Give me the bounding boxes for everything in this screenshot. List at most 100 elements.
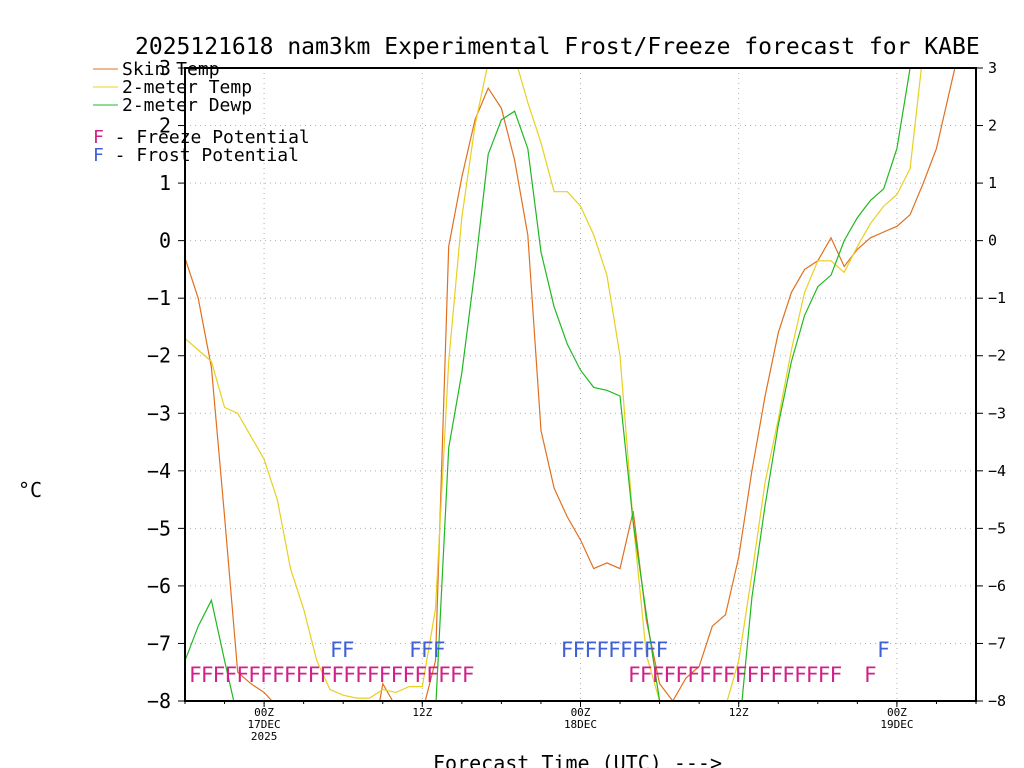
grid — [185, 67, 976, 702]
y-tick-label: 0 — [159, 229, 171, 253]
freeze-flag: F — [403, 663, 416, 687]
freeze-flag: F — [640, 663, 653, 687]
freeze-flag: F — [794, 663, 807, 687]
axis-layer: 3 3 2 2 1 1 0 0 −1 −1 −2 −2 −3 −3 −4 −4 −5 −5 −6 −6 −7 −7 −8 −8… — [147, 56, 1006, 743]
y-tick-label: 1 — [159, 171, 171, 195]
y-tick-label-right: −8 — [988, 692, 1006, 710]
frost-flag: F — [561, 638, 574, 662]
y-tick-label: 3 — [159, 56, 171, 80]
y-tick-label-right: −7 — [988, 634, 1006, 652]
freeze-flag: F — [699, 663, 712, 687]
freeze-flag: F — [711, 663, 724, 687]
legend-frost-potential: F - Frost Potential — [93, 145, 299, 166]
frost-flag: F — [632, 638, 645, 662]
plot-frame — [184, 67, 977, 702]
freeze-flag: F — [236, 663, 249, 687]
frost-flag: F — [584, 638, 597, 662]
y-tick-label: −7 — [147, 631, 171, 655]
freeze-flag: F — [272, 663, 285, 687]
freeze-flag: F — [723, 663, 736, 687]
y-tick-label: −5 — [147, 516, 171, 540]
freeze-flag: F — [296, 663, 309, 687]
x-tick-label: 18DEC — [564, 718, 597, 731]
freeze-flag: F — [260, 663, 273, 687]
freeze-flag: F — [355, 663, 368, 687]
y-tick-label-right: 3 — [988, 59, 997, 77]
x-tick-label: 17DEC — [248, 718, 281, 731]
freeze-flag: F — [391, 663, 404, 687]
freeze-flag: F — [864, 663, 877, 687]
y-axis-label: °C — [18, 478, 42, 502]
frost-flag: F — [433, 638, 446, 662]
series-line-skin-temp — [185, 68, 956, 701]
frost-flag: F — [421, 638, 434, 662]
freeze-flag: F — [735, 663, 748, 687]
frost-flag: F — [409, 638, 422, 662]
y-tick-label-right: −4 — [988, 462, 1006, 480]
legend-skin-temp-label: Skin Temp — [122, 59, 220, 80]
frost-flag: F — [608, 638, 621, 662]
freeze-flag: F — [201, 663, 214, 687]
x-tick-label: 00Z — [571, 706, 591, 719]
x-tick-label: 19DEC — [880, 718, 913, 731]
frost-flag: F — [330, 638, 343, 662]
freeze-flag: F — [367, 663, 380, 687]
freeze-flag: F — [462, 663, 475, 687]
y-tick-label-right: 0 — [988, 232, 997, 250]
legend-frost-letter: F — [93, 145, 104, 166]
freeze-flag: F — [806, 663, 819, 687]
freeze-flag: F — [438, 663, 451, 687]
frost-flag: F — [644, 638, 657, 662]
x-tick-label: 00Z — [254, 706, 274, 719]
x-tick-label: 12Z — [729, 706, 749, 719]
y-tick-label-right: 1 — [988, 174, 997, 192]
legend-2m-temp-label: 2-meter Temp — [122, 77, 252, 98]
legend-2m-dewp-label: 2-meter Dewp — [122, 95, 252, 116]
freeze-flag: F — [414, 663, 427, 687]
freeze-flag: F — [687, 663, 700, 687]
legend-frost-label: - Frost Potential — [104, 145, 299, 166]
freeze-flag: F — [747, 663, 760, 687]
flag-layer: F F F F F F F F F F F F F F FF F F F F F F F F F F F F F F F F F F F F F F F F… — [189, 638, 890, 687]
y-tick-label: −2 — [147, 344, 171, 368]
freeze-flag: F — [225, 663, 238, 687]
freeze-flag: F — [248, 663, 261, 687]
freeze-flag: F — [818, 663, 831, 687]
x-tick-label: 2025 — [251, 730, 278, 743]
freeze-flag: F — [379, 663, 392, 687]
freeze-flag: F — [284, 663, 297, 687]
freeze-flag: F — [758, 663, 771, 687]
freeze-flag: F — [426, 663, 439, 687]
y-tick-label: 2 — [159, 114, 171, 138]
freeze-flag: F — [782, 663, 795, 687]
y-tick-label-right: −5 — [988, 519, 1006, 537]
freeze-flag: F — [664, 663, 677, 687]
freeze-flag: F — [189, 663, 202, 687]
y-tick-label-right: 2 — [988, 117, 997, 135]
x-tick-label: 12Z — [412, 706, 432, 719]
series-layer — [185, 68, 956, 701]
freeze-flag: F — [628, 663, 641, 687]
freeze-flag: F — [675, 663, 688, 687]
x-axis-label: Forecast Time (UTC) ---> — [433, 751, 722, 768]
freeze-flag: F — [308, 663, 321, 687]
freeze-flag: F — [213, 663, 226, 687]
freeze-flag: F — [319, 663, 332, 687]
y-tick-label-right: −2 — [988, 347, 1006, 365]
chart-title: 2025121618 nam3km Experimental Frost/Fre… — [135, 34, 980, 60]
y-tick-label: −1 — [147, 286, 171, 310]
freeze-flag: F — [770, 663, 783, 687]
y-tick-label: −4 — [147, 459, 171, 483]
frost-flag: F — [620, 638, 633, 662]
y-tick-label-right: −6 — [988, 577, 1006, 595]
frost-flag: F — [877, 638, 890, 662]
y-tick-label-right: −1 — [988, 289, 1006, 307]
frost-flag: F — [656, 638, 669, 662]
series-line-2-meter-dewp — [185, 68, 911, 701]
freeze-flag: F — [830, 663, 843, 687]
x-tick-label: 00Z — [887, 706, 907, 719]
frost-flag: F — [596, 638, 609, 662]
y-tick-label: −3 — [147, 401, 171, 425]
freeze-flag: F — [652, 663, 665, 687]
